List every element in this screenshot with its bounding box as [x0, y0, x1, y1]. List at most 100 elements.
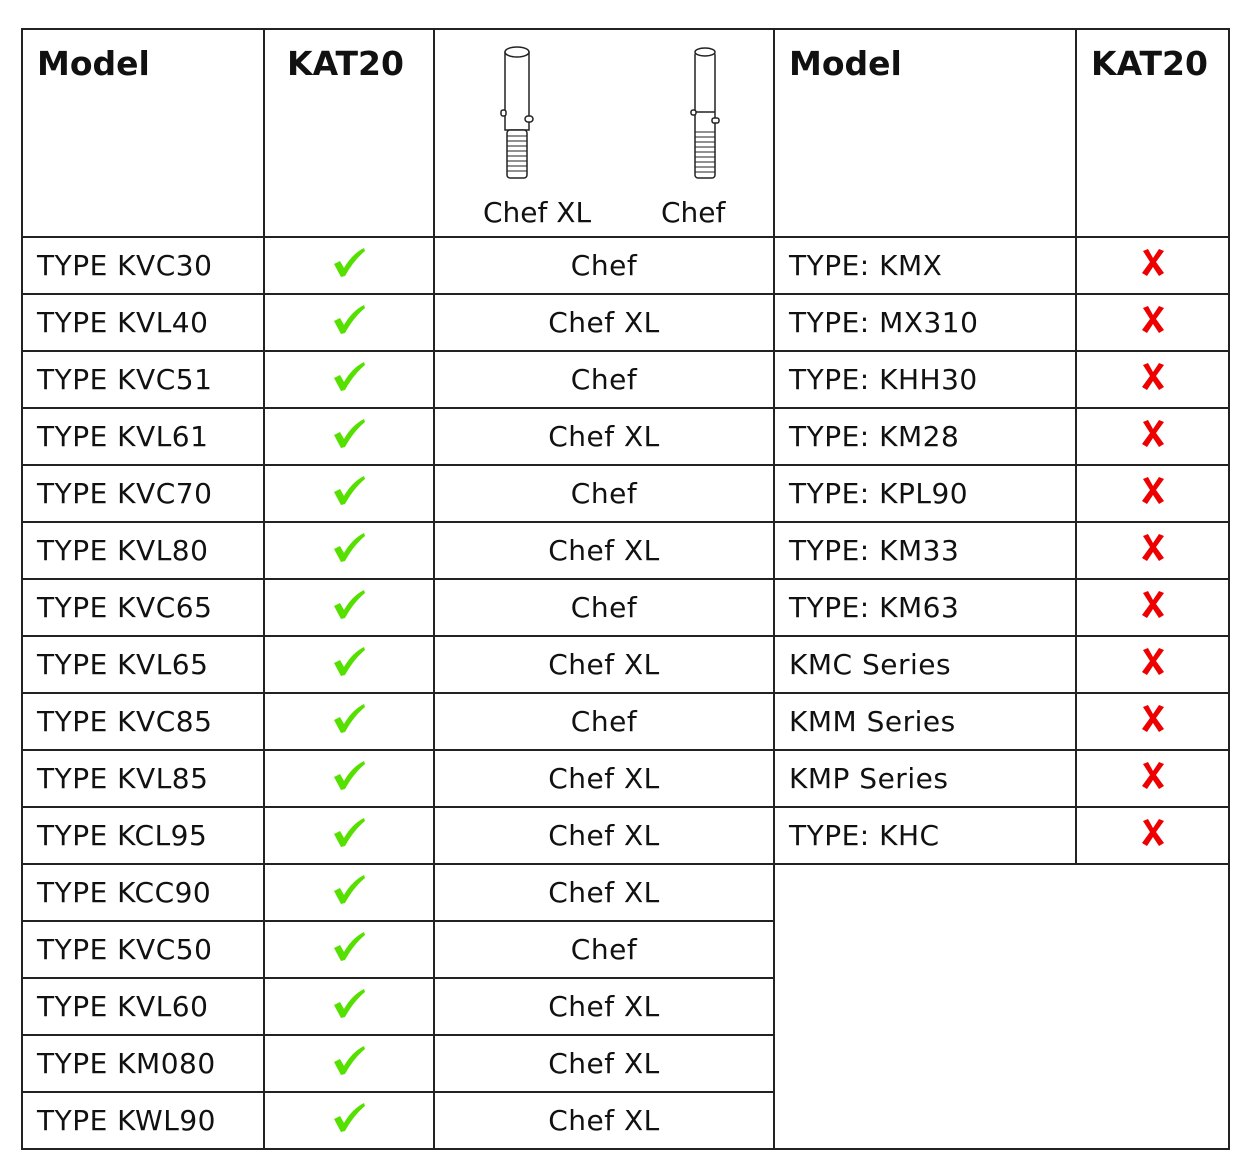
- kat20-cell: [1075, 236, 1230, 295]
- kat20-cell: [1075, 293, 1230, 352]
- attachment-cell: Chef: [433, 578, 775, 637]
- attachment-cell: Chef XL: [433, 1034, 775, 1093]
- kat20-cell: [1075, 578, 1230, 637]
- model-cell: TYPE KVL65: [21, 635, 265, 694]
- cross-icon: [1141, 420, 1164, 447]
- kat20-cell: [263, 464, 435, 523]
- kat20-cell: [263, 521, 435, 580]
- chef-label: Chef: [661, 196, 726, 229]
- model-cell: KMC Series: [773, 635, 1077, 694]
- kat20-cell: [1075, 350, 1230, 409]
- header-kat20-left: KAT20: [263, 28, 435, 238]
- check-icon: [334, 590, 365, 619]
- cross-icon: [1141, 648, 1164, 675]
- attachment-cell: Chef XL: [433, 749, 775, 808]
- header-row: Model KAT20: [21, 28, 1230, 238]
- model-cell: TYPE KVL40: [21, 293, 265, 352]
- cross-icon: [1141, 591, 1164, 618]
- cross-icon: [1141, 705, 1164, 732]
- header-attachment: Chef XL Chef: [433, 28, 775, 238]
- header-kat20-right: KAT20: [1075, 28, 1230, 238]
- kat20-cell: [1075, 464, 1230, 523]
- model-cell: TYPE KVC30: [21, 236, 265, 295]
- header-model-right: Model: [773, 28, 1077, 238]
- chef-tool-icon: [690, 47, 720, 179]
- kat20-cell: [263, 1091, 435, 1150]
- kat20-cell: [1075, 806, 1230, 865]
- attachment-cell: Chef XL: [433, 635, 775, 694]
- check-icon: [334, 818, 365, 847]
- check-icon: [334, 362, 365, 391]
- check-icon: [334, 248, 365, 277]
- check-icon: [334, 932, 365, 961]
- cross-icon: [1141, 534, 1164, 561]
- kat20-cell: [263, 863, 435, 922]
- table-row: TYPE KVC30 Chef TYPE: KMX: [21, 236, 1230, 295]
- kat20-cell: [263, 749, 435, 808]
- kat20-cell: [1075, 521, 1230, 580]
- table-row: TYPE KVL61 Chef XL TYPE: KM28: [21, 407, 1230, 466]
- model-cell: TYPE KWL90: [21, 1091, 265, 1150]
- model-cell: KMP Series: [773, 749, 1077, 808]
- attachment-cell: Chef: [433, 920, 775, 979]
- attachment-cell: Chef XL: [433, 293, 775, 352]
- model-cell: TYPE: MX310: [773, 293, 1077, 352]
- kat20-cell: [1075, 407, 1230, 466]
- model-cell: TYPE KVC70: [21, 464, 265, 523]
- chef-xl-tool-icon: [500, 46, 534, 179]
- kat20-cell: [263, 293, 435, 352]
- table-row: TYPE KCC90 Chef XL: [21, 863, 1230, 1150]
- attachment-cell: Chef XL: [433, 806, 775, 865]
- kat20-cell: [263, 407, 435, 466]
- cross-icon: [1141, 819, 1164, 846]
- table-row: TYPE KWL90 Chef XL: [21, 1091, 1229, 1150]
- check-icon: [334, 1046, 365, 1075]
- kat20-cell: [263, 692, 435, 751]
- attachment-cell: Chef XL: [433, 521, 775, 580]
- attachment-cell: Chef: [433, 464, 775, 523]
- cross-icon: [1141, 306, 1164, 333]
- compatibility-table: Model KAT20: [21, 28, 1230, 1150]
- table-row: TYPE KM080 Chef XL: [21, 1034, 1229, 1093]
- table-row: TYPE KVC50 Chef: [21, 920, 1229, 979]
- attachment-cell: Chef XL: [433, 863, 775, 922]
- kat20-cell: [1075, 635, 1230, 694]
- model-cell: TYPE KVL60: [21, 977, 265, 1036]
- check-icon: [334, 1103, 365, 1132]
- model-cell: TYPE: KM33: [773, 521, 1077, 580]
- check-icon: [334, 419, 365, 448]
- attachment-cell: Chef: [433, 350, 775, 409]
- model-cell: TYPE KVL85: [21, 749, 265, 808]
- check-icon: [334, 704, 365, 733]
- model-cell: KMM Series: [773, 692, 1077, 751]
- check-icon: [334, 476, 365, 505]
- table-row: TYPE KVL60 Chef XL: [21, 977, 1229, 1036]
- table-row: TYPE KVC85 Chef KMM Series: [21, 692, 1230, 751]
- kat20-cell: [263, 806, 435, 865]
- check-icon: [334, 647, 365, 676]
- model-cell: TYPE: KM63: [773, 578, 1077, 637]
- model-cell: TYPE KVC50: [21, 920, 265, 979]
- table-row: TYPE KVC70 Chef TYPE: KPL90: [21, 464, 1230, 523]
- model-cell: TYPE KCL95: [21, 806, 265, 865]
- check-icon: [334, 875, 365, 904]
- chef-xl-label: Chef XL: [483, 196, 592, 229]
- model-cell: TYPE: KHC: [773, 806, 1077, 865]
- cross-icon: [1141, 249, 1164, 276]
- kat20-cell: [1075, 692, 1230, 751]
- attachment-cell: Chef: [433, 692, 775, 751]
- table-row: TYPE KVC51 Chef TYPE: KHH30: [21, 350, 1230, 409]
- model-cell: TYPE KVC85: [21, 692, 265, 751]
- model-cell: TYPE KVL80: [21, 521, 265, 580]
- kat20-cell: [263, 236, 435, 295]
- check-icon: [334, 305, 365, 334]
- cross-icon: [1141, 363, 1164, 390]
- kat20-cell: [263, 920, 435, 979]
- kat20-cell: [263, 578, 435, 637]
- cross-icon: [1141, 477, 1164, 504]
- model-cell: TYPE: KMX: [773, 236, 1077, 295]
- model-cell: TYPE: KHH30: [773, 350, 1077, 409]
- check-icon: [334, 761, 365, 790]
- table-row: TYPE KVL65 Chef XL KMC Series: [21, 635, 1230, 694]
- model-cell: TYPE KCC90: [21, 863, 265, 922]
